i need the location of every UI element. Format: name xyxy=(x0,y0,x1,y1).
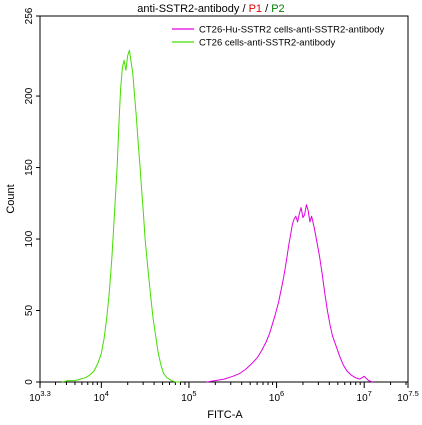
legend-label: CT26 cells-anti-SSTR2-antibody xyxy=(199,38,335,49)
x-tick-label: 107.5 xyxy=(397,389,419,404)
title-part-2: P1 xyxy=(249,3,262,15)
y-tick-label: 50 xyxy=(24,305,35,317)
x-tick-label: 103.3 xyxy=(29,389,51,404)
title-part-0: anti-SSTR2-antibody xyxy=(137,3,240,15)
title-part-1: / xyxy=(239,3,248,15)
x-tick-label: 107 xyxy=(357,389,372,404)
y-tick-label: 256 xyxy=(24,7,35,24)
plot-frame xyxy=(39,15,409,383)
x-tick-label: 104 xyxy=(94,389,109,404)
y-tick-label: 200 xyxy=(24,87,35,104)
series-layer xyxy=(61,49,374,383)
chart-title: anti-SSTR2-antibody / P1 / P2 xyxy=(137,3,284,15)
series-line-0 xyxy=(206,204,374,383)
y-tick-label: 150 xyxy=(24,159,35,176)
x-tick-label: 106 xyxy=(269,389,284,404)
legend: CT26-Hu-SSTR2 cells-anti-SSTR2-antibody C… xyxy=(172,25,385,49)
y-tick-label: 0 xyxy=(24,379,35,385)
title-part-4: P2 xyxy=(271,3,284,15)
series-line-1 xyxy=(61,49,181,383)
x-axis-label: FITC-A xyxy=(207,409,243,421)
y-tick-label: 100 xyxy=(24,230,35,247)
y-axis-label: Count xyxy=(5,184,17,213)
legend-label: CT26-Hu-SSTR2 cells-anti-SSTR2-antibody xyxy=(199,25,385,36)
y-axis: 0 50 100 150 200 256 xyxy=(24,7,40,385)
title-part-3: / xyxy=(262,3,271,15)
x-axis: 103.3 104 105 106 107 107.5 xyxy=(29,382,419,404)
x-tick-label: 105 xyxy=(181,389,196,404)
